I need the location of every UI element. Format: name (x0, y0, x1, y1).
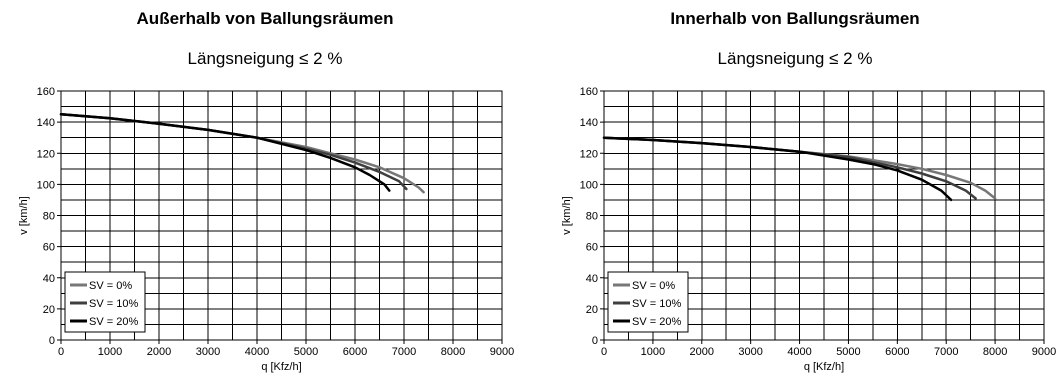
legend-label: SV = 20% (632, 316, 681, 328)
y-tick-label: 80 (43, 211, 55, 223)
x-tick-label: 0 (601, 346, 607, 358)
y-tick-label: 120 (37, 148, 55, 160)
y-tick-label: 100 (580, 179, 598, 191)
y-tick-label: 60 (586, 242, 598, 254)
y-tick-label: 40 (43, 273, 55, 285)
y-tick-label: 100 (37, 179, 55, 191)
chart-title: Innerhalb von Ballungsräumen (670, 9, 920, 28)
chart-subtitle: Längsneigung ≤ 2 % (187, 49, 343, 68)
legend-label: SV = 20% (89, 316, 138, 328)
legend-label: SV = 10% (632, 298, 681, 310)
x-tick-label: 6000 (343, 346, 367, 358)
x-tick-label: 2000 (690, 346, 714, 358)
chart-title: Außerhalb von Ballungsräumen (136, 9, 394, 28)
y-tick-label: 0 (592, 335, 598, 347)
series-line (602, 136, 953, 202)
line-chart-inside: 0 20 40 60 80 100 120 140 160 0 1000 2000 3000 4000 50… (561, 86, 1056, 373)
y-tick-label: 0 (49, 335, 55, 347)
chart-panel-inside: Innerhalb von Ballungsräumen Längsneigun… (530, 0, 1060, 390)
x-tick-label: 0 (58, 346, 64, 358)
y-tick-label: 40 (586, 273, 598, 285)
y-axis-label: v [km/h] (18, 196, 30, 235)
y-tick-label: 140 (580, 117, 598, 129)
x-tick-label: 2000 (147, 346, 171, 358)
x-tick-label: 8000 (983, 346, 1007, 358)
y-tick-label: 20 (43, 304, 55, 316)
x-tick-label: 5000 (836, 346, 860, 358)
x-axis-label: q [Kfz/h] (804, 361, 844, 373)
legend-label: SV = 0% (632, 280, 675, 292)
x-tick-label: 9000 (1032, 346, 1056, 358)
legend-label: SV = 10% (89, 298, 138, 310)
x-tick-label: 6000 (885, 346, 909, 358)
chart-panel-outside: Außerhalb von Ballungsräumen Längsneigun… (0, 0, 530, 390)
x-tick-label: 1000 (641, 346, 665, 358)
x-tick-label: 5000 (294, 346, 318, 358)
x-tick-label: 1000 (98, 346, 122, 358)
x-tick-label: 7000 (392, 346, 416, 358)
y-tick-label: 160 (580, 86, 598, 98)
x-tick-label: 7000 (934, 346, 958, 358)
y-axis-label: v [km/h] (561, 196, 573, 235)
y-tick-label: 160 (37, 86, 55, 98)
y-tick-label: 120 (580, 148, 598, 160)
x-tick-label: 4000 (245, 346, 269, 358)
y-tick-label: 60 (43, 242, 55, 254)
x-tick-label: 3000 (196, 346, 220, 358)
chart-subtitle: Längsneigung ≤ 2 % (717, 49, 873, 68)
line-chart-outside: 0 20 40 60 80 100 120 140 160 0 1000 2000 3000 4000 50… (18, 86, 514, 373)
x-tick-label: 9000 (490, 346, 514, 358)
x-tick-label: 3000 (738, 346, 762, 358)
legend-label: SV = 0% (89, 280, 132, 292)
x-axis-label: q [Kfz/h] (261, 361, 301, 373)
y-tick-label: 140 (37, 117, 55, 129)
x-tick-label: 4000 (787, 346, 811, 358)
y-tick-label: 80 (586, 211, 598, 223)
series-line (59, 113, 391, 192)
x-tick-label: 8000 (441, 346, 465, 358)
y-tick-label: 20 (586, 304, 598, 316)
